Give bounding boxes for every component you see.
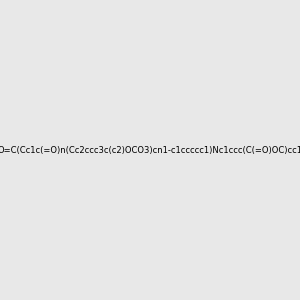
Text: O=C(Cc1c(=O)n(Cc2ccc3c(c2)OCO3)cn1-c1ccccc1)Nc1ccc(C(=O)OC)cc1: O=C(Cc1c(=O)n(Cc2ccc3c(c2)OCO3)cn1-c1ccc…: [0, 146, 300, 154]
